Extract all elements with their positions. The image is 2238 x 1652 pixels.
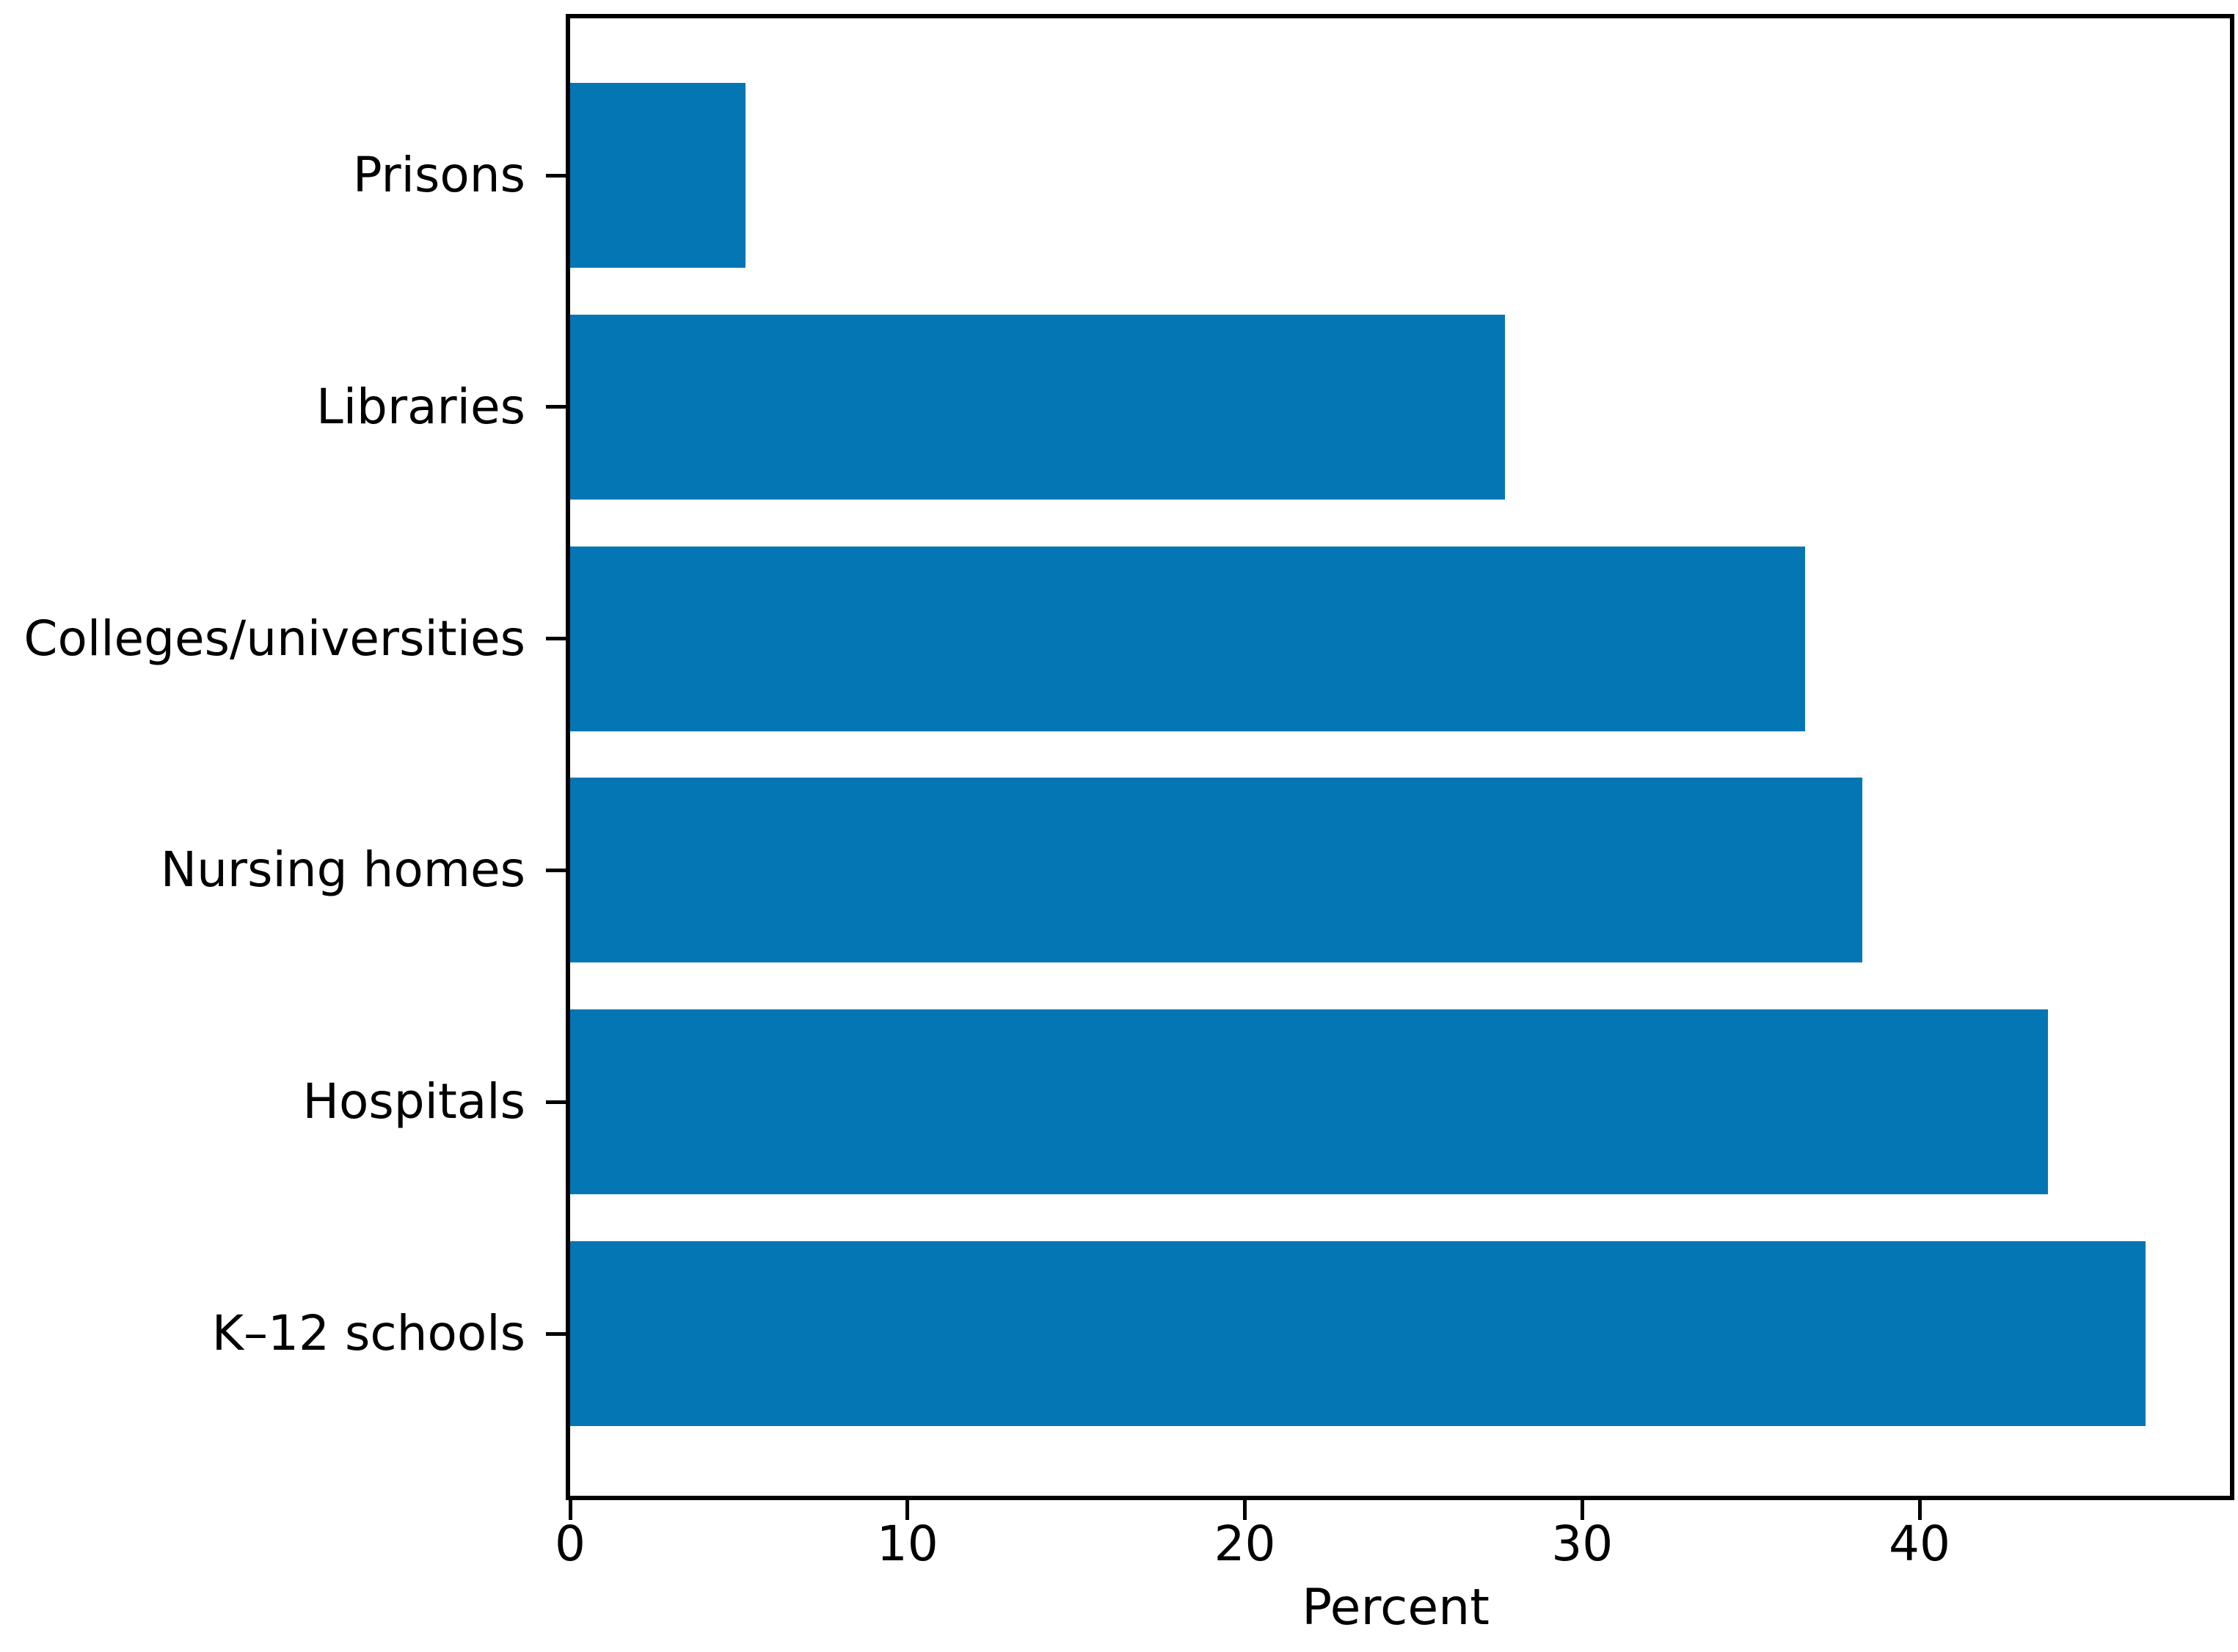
x-tick-label: 0 bbox=[555, 1516, 586, 1572]
y-tick bbox=[546, 1331, 566, 1336]
bar-prisons bbox=[570, 83, 746, 268]
x-tick bbox=[905, 1500, 910, 1520]
x-tick bbox=[1580, 1500, 1584, 1520]
bar-nursing-homes bbox=[570, 778, 1862, 963]
x-tick-label: 40 bbox=[1889, 1516, 1951, 1572]
bar-libraries bbox=[570, 314, 1505, 500]
bar-k-12-schools bbox=[570, 1241, 2146, 1426]
x-tick-label: 10 bbox=[876, 1516, 938, 1572]
x-tick bbox=[568, 1500, 572, 1520]
y-category-label: Hospitals bbox=[302, 1073, 525, 1130]
y-tick bbox=[546, 868, 566, 872]
y-category-label: Prisons bbox=[352, 147, 525, 203]
y-tick bbox=[546, 1100, 566, 1104]
y-category-label: Colleges/universities bbox=[23, 610, 525, 667]
bar-colleges-universities bbox=[570, 546, 1805, 731]
y-category-label: Nursing homes bbox=[160, 841, 525, 899]
x-axis-title: Percent bbox=[1302, 1579, 1490, 1637]
y-tick bbox=[546, 173, 566, 178]
x-tick bbox=[1917, 1500, 1922, 1520]
bar-hospitals bbox=[570, 1009, 2048, 1195]
y-category-label: Libraries bbox=[316, 378, 525, 435]
y-tick bbox=[546, 405, 566, 409]
x-tick-label: 30 bbox=[1551, 1516, 1614, 1572]
x-tick-label: 20 bbox=[1214, 1516, 1276, 1572]
y-tick bbox=[546, 637, 566, 641]
x-tick bbox=[1243, 1500, 1247, 1520]
y-category-label: K–12 schools bbox=[211, 1305, 525, 1362]
plot-area bbox=[546, 14, 2234, 1520]
